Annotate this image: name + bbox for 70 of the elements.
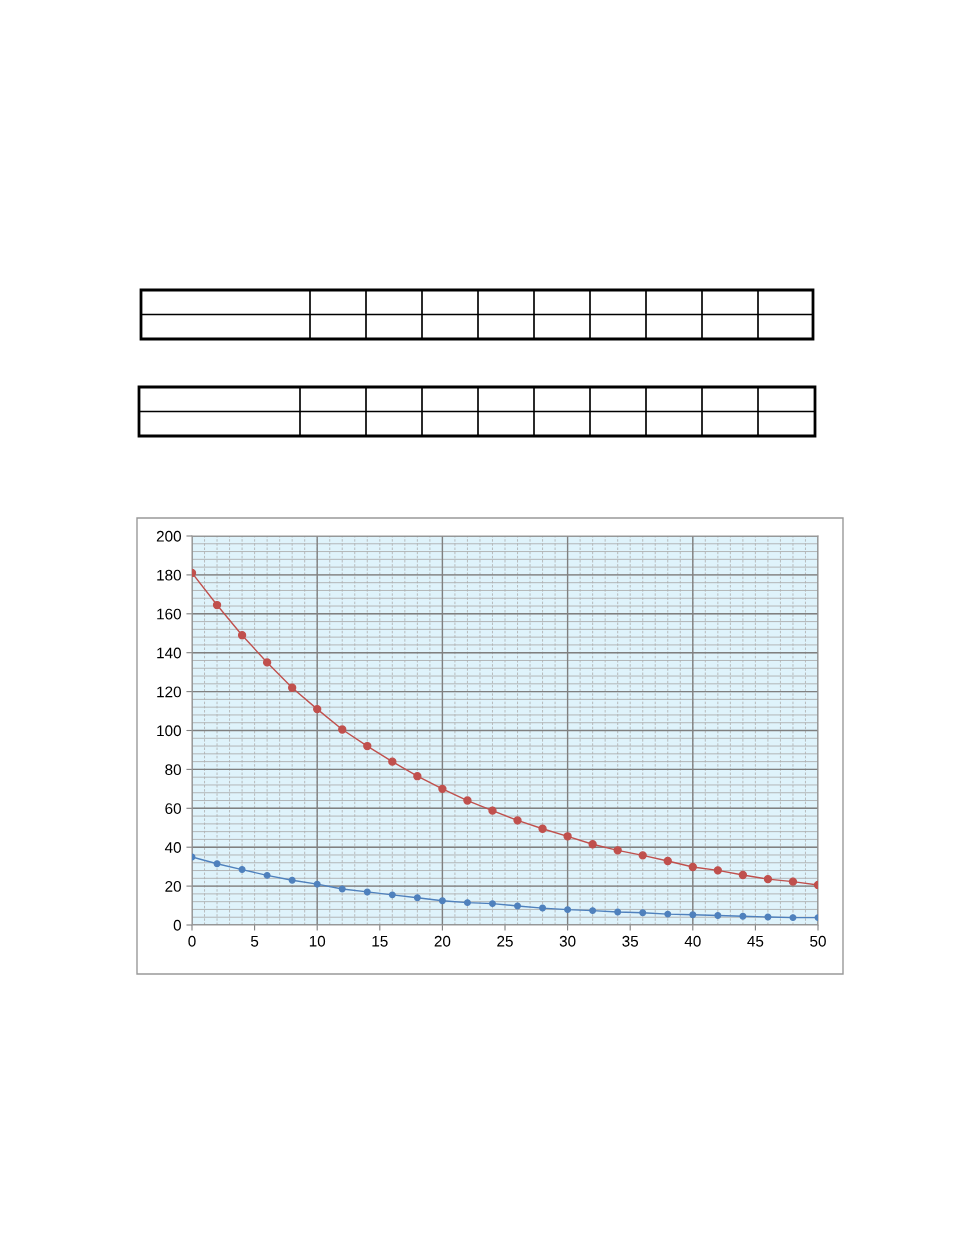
x-tick-label: 35 <box>622 935 639 947</box>
y-tick-label: 0 <box>173 919 181 931</box>
x-tick-label: 0 <box>188 935 196 947</box>
point <box>738 870 748 880</box>
y-tick-label: 100 <box>157 725 181 737</box>
point <box>714 911 722 919</box>
y-tick-label: 160 <box>157 608 181 620</box>
point <box>313 704 322 714</box>
point <box>613 846 622 855</box>
point <box>538 824 547 833</box>
y-tick-label: 80 <box>165 764 181 776</box>
point <box>262 658 272 667</box>
y-tick-label: 200 <box>156 530 181 542</box>
x-tick-label: 5 <box>250 935 259 947</box>
point <box>789 914 797 922</box>
point <box>363 741 372 751</box>
point <box>338 725 347 734</box>
x-tick-label: 25 <box>497 935 513 947</box>
point <box>313 880 321 888</box>
point <box>238 866 246 874</box>
point <box>639 909 647 917</box>
point <box>739 912 747 920</box>
point <box>287 683 297 692</box>
point <box>514 902 521 910</box>
point <box>237 631 247 640</box>
point <box>563 832 572 841</box>
point <box>288 876 296 884</box>
point <box>212 600 222 610</box>
y-tick-label: 180 <box>157 569 181 581</box>
point <box>438 897 446 905</box>
y-tick-label: 20 <box>165 880 181 892</box>
point <box>413 772 422 781</box>
point <box>589 907 597 915</box>
point <box>588 840 597 849</box>
point <box>688 862 697 872</box>
x-tick-label: 30 <box>559 935 576 947</box>
point <box>689 911 697 919</box>
point <box>363 888 371 896</box>
point <box>763 874 773 884</box>
y-tick-label: 40 <box>164 842 181 853</box>
x-tick-label: 15 <box>372 935 388 947</box>
point <box>388 757 397 766</box>
point <box>614 908 622 916</box>
point <box>513 816 522 825</box>
x-tick-label: 10 <box>309 935 326 947</box>
point <box>564 906 572 914</box>
x-tick-label: 40 <box>684 935 701 947</box>
y-tick-label: 60 <box>165 803 181 814</box>
point <box>388 891 396 899</box>
point <box>263 871 271 879</box>
y-tick-label: 140 <box>157 647 181 659</box>
point <box>713 866 723 875</box>
point <box>638 851 647 860</box>
x-tick-label: 50 <box>810 935 826 947</box>
point <box>539 904 547 912</box>
point <box>413 894 421 902</box>
x-tick-label: 20 <box>434 935 451 947</box>
point <box>764 913 772 921</box>
x-tick-label: 45 <box>747 935 764 947</box>
point <box>488 806 497 815</box>
point <box>664 910 672 918</box>
point <box>788 877 798 886</box>
point <box>463 796 472 805</box>
point <box>438 784 447 794</box>
point <box>213 860 221 868</box>
point <box>463 899 471 907</box>
point <box>663 856 672 866</box>
point <box>338 885 346 893</box>
y-tick-label: 120 <box>157 686 181 698</box>
point <box>489 900 496 908</box>
